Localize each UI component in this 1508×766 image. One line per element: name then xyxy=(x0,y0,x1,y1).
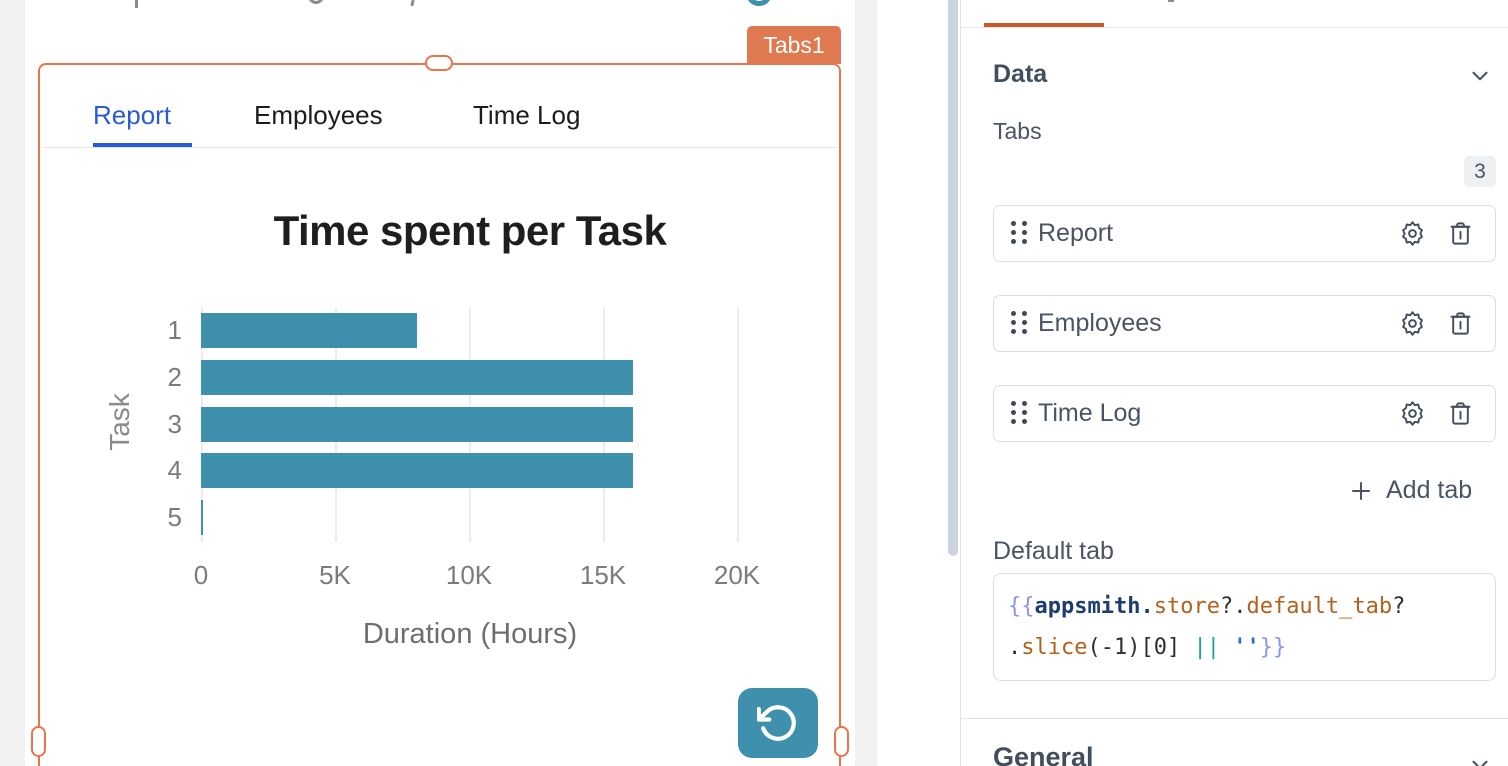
tab-list-item-report[interactable]: Report xyxy=(993,205,1496,262)
gear-icon[interactable] xyxy=(1399,400,1426,427)
resize-handle-top[interactable] xyxy=(425,55,453,71)
pane-header-divider xyxy=(961,27,1508,28)
tabs-widget[interactable]: Report Employees Time Log Time spent per… xyxy=(38,63,841,766)
chart-refresh-button[interactable] xyxy=(738,688,818,758)
drag-handle-icon[interactable] xyxy=(1011,400,1029,427)
tab-item-label: Employees xyxy=(1038,309,1162,337)
code-line: {{appsmith.store?.default_tab? xyxy=(1008,594,1406,619)
x-tick-label: 5K xyxy=(319,560,351,590)
y-category-label: 3 xyxy=(167,409,182,439)
trash-icon[interactable] xyxy=(1447,310,1474,337)
x-tick-label: 20K xyxy=(713,560,761,590)
widget-tab-report[interactable]: Report xyxy=(93,100,172,130)
clipped-text-remnant xyxy=(308,0,324,4)
gear-icon[interactable] xyxy=(1399,220,1426,247)
tab-item-label: Report xyxy=(1038,219,1114,247)
property-pane: Data Tabs 3 Report xyxy=(960,0,1508,766)
gridline xyxy=(737,307,739,542)
refresh-icon xyxy=(757,702,799,744)
section-divider xyxy=(961,718,1508,719)
chart-bar xyxy=(201,453,633,488)
add-tab-label: Add tab xyxy=(1386,476,1473,504)
tab-list-item-timelog[interactable]: Time Log xyxy=(993,385,1496,442)
chart-y-axis-label: Task xyxy=(104,393,135,451)
tabbar-divider xyxy=(43,147,836,148)
active-pane-tab-indicator[interactable] xyxy=(984,23,1104,27)
section-header-general[interactable]: General xyxy=(993,742,1094,766)
widget-name-badge[interactable]: Tabs1 xyxy=(747,26,841,64)
section-header-data[interactable]: Data xyxy=(993,60,1048,88)
default-tab-label: Default tab xyxy=(993,537,1114,565)
plus-icon xyxy=(1349,479,1373,503)
canvas-left-gutter xyxy=(0,0,25,766)
x-tick-label: 0 xyxy=(193,560,209,590)
widget-tab-employees[interactable]: Employees xyxy=(254,100,383,130)
chart-plot-area xyxy=(201,307,739,542)
clipped-text-remnant xyxy=(410,0,415,7)
widget-tab-timelog[interactable]: Time Log xyxy=(473,100,581,130)
x-tick-label: 10K xyxy=(445,560,493,590)
gear-icon[interactable] xyxy=(1399,310,1426,337)
chart-bar xyxy=(201,407,633,442)
drag-handle-icon[interactable] xyxy=(1011,220,1029,247)
y-category-label: 4 xyxy=(167,455,182,485)
chart-bar xyxy=(201,313,417,348)
add-tab-button[interactable]: Add tab xyxy=(1349,476,1472,505)
active-tab-underline xyxy=(93,143,192,147)
default-tab-code-input[interactable]: {{appsmith.store?.default_tab? .slice(-1)… xyxy=(993,573,1496,681)
code-line: .slice(-1)[0] || ''}} xyxy=(1008,635,1287,660)
chevron-down-icon[interactable] xyxy=(1467,752,1493,766)
tab-list-item-employees[interactable]: Employees xyxy=(993,295,1496,352)
y-category-label: 2 xyxy=(167,362,182,392)
canvas-right-gutter xyxy=(855,0,877,766)
drag-handle-icon[interactable] xyxy=(1011,310,1029,337)
canvas-scrollbar[interactable] xyxy=(948,0,958,556)
clipped-refresh-icon xyxy=(746,0,772,6)
trash-icon[interactable] xyxy=(1447,220,1474,247)
trash-icon[interactable] xyxy=(1447,400,1474,427)
tab-item-label: Time Log xyxy=(1038,399,1142,427)
clipped-tab-text-remnant xyxy=(1168,0,1174,2)
tabs-count-badge: 3 xyxy=(1464,156,1496,187)
tabs-property-label: Tabs xyxy=(993,118,1042,144)
chart-title: Time spent per Task xyxy=(273,207,667,254)
y-category-label: 5 xyxy=(167,502,182,532)
y-category-label: 1 xyxy=(167,315,182,345)
resize-handle-left[interactable] xyxy=(31,726,46,757)
x-tick-label: 15K xyxy=(579,560,627,590)
chevron-down-icon[interactable] xyxy=(1467,63,1493,89)
clipped-text-remnant xyxy=(135,0,138,8)
chart-bar xyxy=(201,500,203,535)
resize-handle-right[interactable] xyxy=(834,726,849,757)
chart-bar xyxy=(201,360,633,395)
chart-x-axis-label: Duration (Hours) xyxy=(362,618,578,650)
